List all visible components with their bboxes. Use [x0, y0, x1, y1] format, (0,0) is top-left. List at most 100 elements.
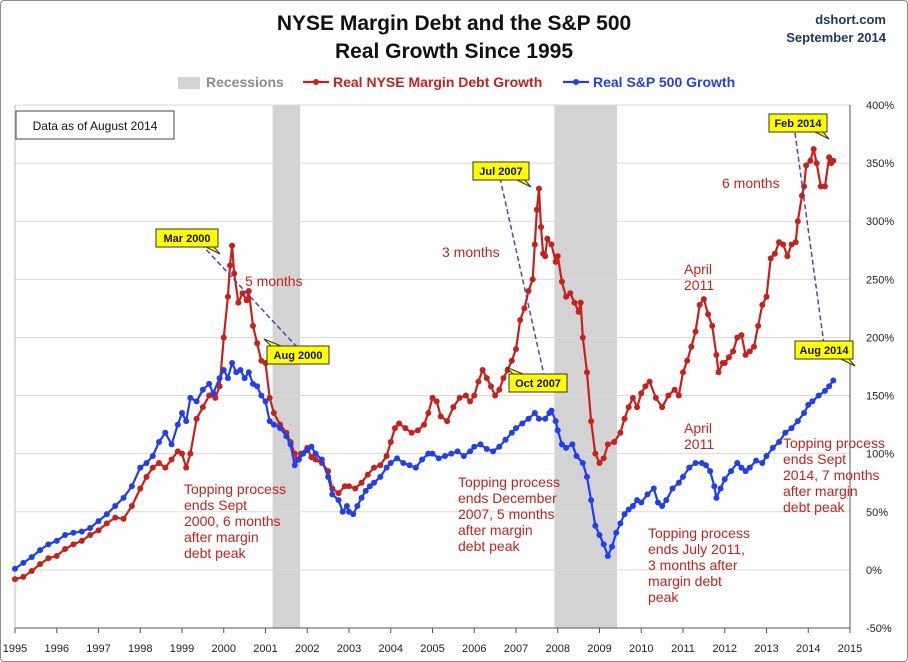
x-tick-label: 1997	[86, 643, 110, 655]
sp500-point	[496, 443, 503, 450]
sp500-point	[525, 415, 532, 422]
sp500-point	[183, 418, 190, 425]
margin-debt-point	[531, 241, 538, 248]
callout-box	[472, 161, 530, 181]
margin-debt-point	[243, 297, 250, 304]
margin-debt-point	[563, 293, 570, 300]
annotation-lag: 3 months	[442, 244, 500, 260]
sp500-point	[287, 441, 294, 448]
source-credit: dshort.com	[815, 12, 886, 27]
y-tick-label: 0%	[866, 565, 882, 577]
legend-label-sp500: Real S&P 500 Growth	[593, 74, 735, 90]
margin-debt-point	[249, 322, 256, 329]
x-tick-label: 1996	[45, 643, 69, 655]
x-tick-label: 2008	[546, 643, 570, 655]
margin-debt-point	[492, 392, 499, 399]
margin-debt-point	[266, 394, 273, 401]
margin-debt-point	[20, 573, 27, 580]
margin-debt-point	[755, 322, 762, 329]
info-box-border	[15, 110, 175, 140]
sp500-point	[596, 532, 603, 539]
margin-debt-point	[617, 429, 624, 436]
info-box: Data as of August 2014	[15, 110, 175, 140]
margin-debt-point	[143, 473, 150, 480]
margin-debt-point	[700, 296, 707, 303]
sp500-point	[531, 409, 538, 416]
sp500-point	[502, 436, 509, 443]
callout-box	[155, 228, 219, 248]
sp500-point	[329, 491, 336, 498]
margin-debt-point	[763, 293, 770, 300]
margin-debt-point	[675, 392, 682, 399]
sp500-point	[70, 529, 77, 536]
margin-debt-point	[456, 394, 463, 401]
sp500-point	[179, 409, 185, 416]
margin-debt-point	[212, 394, 219, 401]
sp500-point	[162, 429, 169, 436]
sp500-point	[554, 427, 561, 434]
sp500-point	[400, 459, 407, 466]
sp500-point	[354, 502, 361, 509]
legend-label-recessions: Recessions	[206, 74, 284, 90]
sp500-point	[471, 443, 478, 450]
y-tick-label: 150%	[866, 391, 894, 403]
sp500-point	[362, 487, 369, 494]
margin-debt-point	[12, 576, 18, 583]
x-tick-label: 2014	[796, 643, 820, 655]
x-tick-label: 2010	[629, 643, 653, 655]
sp500-point	[37, 547, 44, 554]
sp500-point	[12, 565, 18, 572]
sp500-point	[460, 452, 467, 459]
margin-debt-point	[611, 439, 618, 446]
margin-debt-point	[183, 464, 190, 471]
sp500-point	[425, 450, 432, 457]
sp500-point	[669, 485, 676, 492]
margin-debt-point	[600, 455, 607, 462]
sp500-point	[454, 448, 461, 455]
margin-debt-point	[625, 404, 632, 411]
margin-debt-point	[771, 250, 778, 257]
sp500-point	[794, 418, 801, 425]
sp500-point	[28, 554, 35, 561]
margin-debt-point	[429, 394, 436, 401]
sp500-point	[283, 433, 290, 440]
margin-debt-point	[759, 301, 766, 308]
x-tick-label: 2011	[671, 643, 695, 655]
sp500-point	[206, 380, 213, 387]
margin-debt-point	[78, 537, 85, 544]
margin-debt-point	[425, 409, 432, 416]
margin-debt-point	[713, 351, 720, 358]
sp500-point	[738, 464, 745, 471]
sp500-point	[713, 494, 720, 501]
x-tick-label: 1999	[170, 643, 194, 655]
margin-debt-point	[341, 483, 348, 490]
margin-debt-point	[558, 278, 565, 285]
sp500-point	[254, 383, 261, 390]
margin-debt-point	[224, 293, 231, 300]
margin-debt-point	[496, 386, 503, 393]
legend: Recessions Real NYSE Margin Debt Growth Re…	[178, 74, 735, 90]
margin-debt-point	[579, 334, 586, 341]
margin-debt-point	[37, 561, 44, 568]
margin-debt-point	[128, 502, 135, 509]
sp500-point	[277, 425, 284, 432]
margin-debt-point	[577, 299, 584, 306]
sp500-point	[815, 392, 822, 399]
sp500-point	[569, 441, 576, 448]
y-tick-label: 400%	[866, 100, 894, 112]
margin-debt-point	[45, 555, 52, 562]
legend-marker-margin-debt	[313, 79, 319, 85]
sp500-point	[300, 450, 307, 457]
margin-debt-point	[575, 308, 582, 315]
sp500-point	[663, 497, 670, 504]
margin-debt-point	[62, 545, 69, 552]
sp500-point	[366, 483, 373, 490]
sp500-point	[237, 366, 244, 373]
margin-debt-point	[87, 532, 94, 539]
sp500-point	[830, 377, 837, 384]
margin-debt-point	[792, 239, 799, 246]
x-tick-label: 2009	[587, 643, 611, 655]
margin-debt-point	[513, 346, 519, 353]
margin-debt-point	[552, 258, 559, 265]
callout-aug-2000: Aug 2000	[263, 338, 330, 365]
